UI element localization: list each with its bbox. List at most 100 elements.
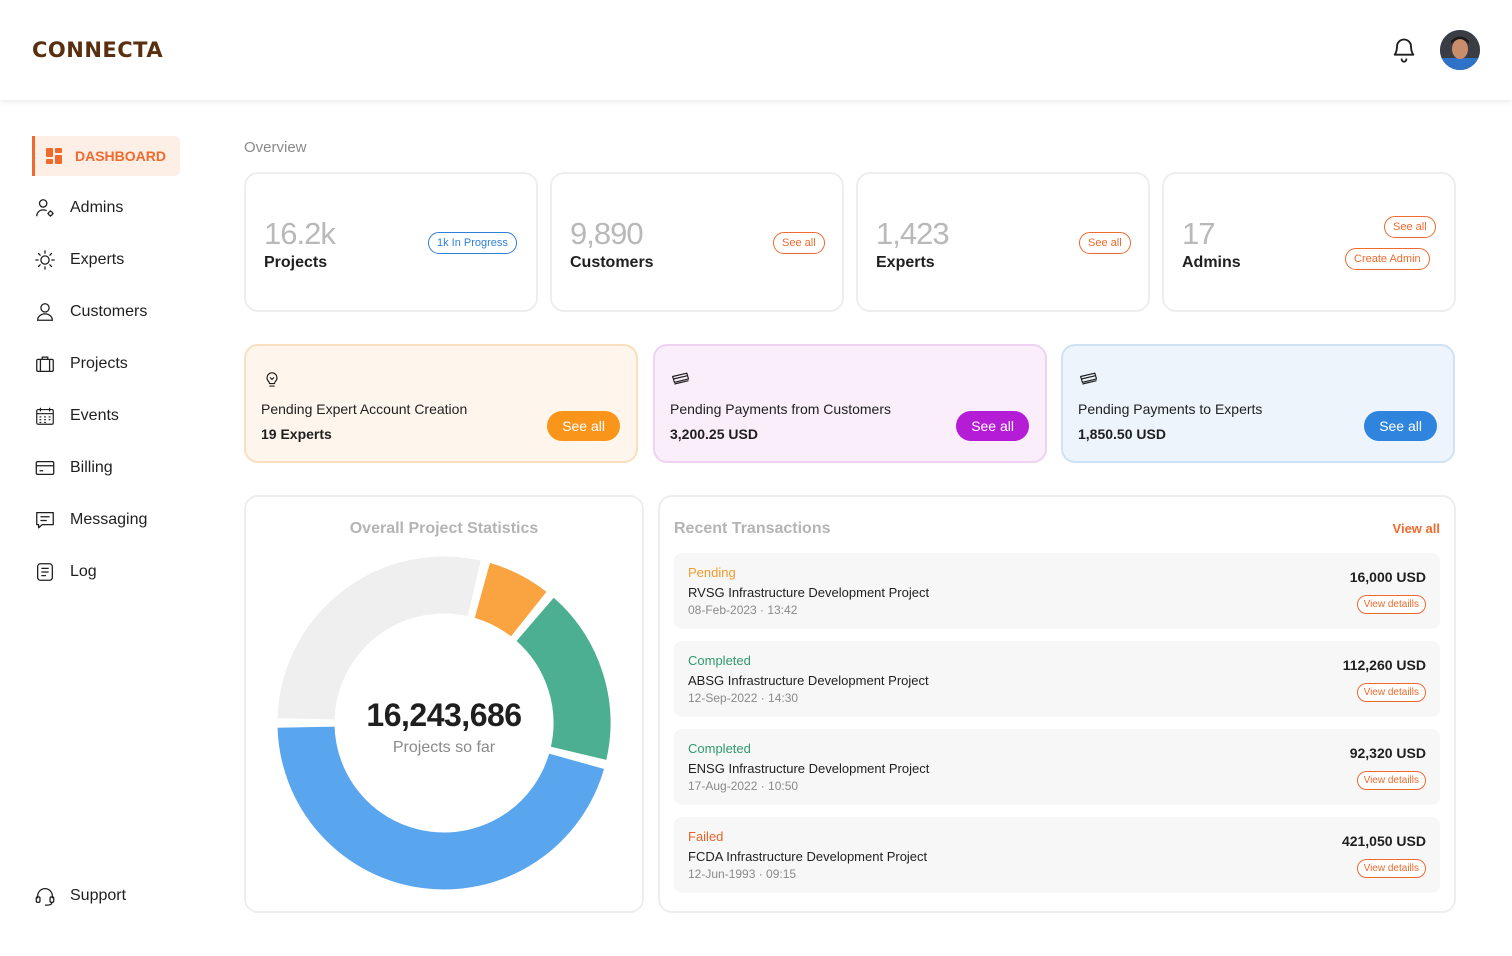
sidebar-item-label: Messaging [70,511,148,528]
transaction-row: Failed FCDA Infrastructure Development P… [674,817,1440,893]
app-logo[interactable]: CONNECTA [32,38,164,62]
log-icon [34,561,56,583]
see-all-pending-customer-payments-button[interactable]: See all [956,411,1029,441]
view-all-transactions-link[interactable]: View all [1392,521,1440,536]
stat-card-customers: 9,890 Customers See all [550,172,844,312]
stat-value: 9,890 [570,216,644,251]
see-all-pending-expert-payments-button[interactable]: See all [1364,411,1437,441]
experts-icon [34,249,56,271]
see-all-admins-button[interactable]: See all [1384,216,1436,238]
stat-label: Experts [876,254,935,271]
in-progress-button[interactable]: 1k In Progress [428,232,517,254]
transaction-date: 12-Sep-2022 · 14:30 [688,691,799,705]
transaction-date: 08-Feb-2023 · 13:42 [688,603,798,617]
admins-icon [34,197,56,219]
card-icon [1079,368,1099,390]
lightbulb-icon [262,368,282,390]
customers-icon [34,301,56,323]
user-avatar[interactable] [1440,30,1480,70]
see-all-experts-button[interactable]: See all [1079,232,1131,254]
sidebar-item-label: Admins [70,199,124,216]
transactions-title: Recent Transactions [674,520,831,537]
view-details-button[interactable]: View detaills [1356,771,1426,790]
sidebar-item-billing[interactable]: Billing [32,448,192,488]
top-header: CONNECTA [0,0,1512,100]
see-all-pending-experts-button[interactable]: See all [547,411,620,441]
stat-card-experts: 1,423 Experts See all [856,172,1150,312]
donut-segment-2 [471,559,551,640]
chart-title: Overall Project Statistics [349,520,539,537]
sidebar-item-log[interactable]: Log [32,552,192,592]
overview-label: Overview [244,139,307,156]
stat-value: 16.2k [264,216,336,251]
pending-title: Pending Expert Account Creation [261,401,468,417]
transaction-amount: 421,050 USD [1341,833,1426,849]
transaction-row: Pending RVSG Infrastructure Development … [674,553,1440,629]
card-icon [671,368,691,390]
sidebar-item-label: Billing [70,459,113,476]
sidebar-item-label: DASHBOARD [75,148,166,164]
see-all-customers-button[interactable]: See all [773,232,825,254]
sidebar-item-label: Projects [70,355,128,372]
transaction-name: RVSG Infrastructure Development Project [688,585,930,600]
pending-value: 1,850.50 USD [1078,426,1166,442]
sidebar-item-projects[interactable]: Projects [32,344,192,384]
stat-card-projects: 16.2k Projects 1k In Progress [244,172,538,312]
support-label: Support [70,887,127,904]
transaction-amount: 112,260 USD [1342,657,1426,673]
transaction-amount: 92,320 USD [1349,745,1426,761]
billing-icon [34,457,56,479]
recent-transactions-card: Recent Transactions View all Pending RVS… [658,495,1456,913]
create-admin-button[interactable]: Create Admin [1345,248,1430,270]
pending-title: Pending Payments to Experts [1078,401,1263,417]
sidebar-item-experts[interactable]: Experts [32,240,192,280]
transaction-status: Failed [688,829,724,844]
transaction-row: Completed ENSG Infrastructure Developmen… [674,729,1440,805]
transaction-date: 12-Jun-1993 · 09:15 [688,867,797,881]
notification-bell-icon[interactable] [1390,36,1418,64]
sidebar-item-events[interactable]: Events [32,396,192,436]
events-icon [34,405,56,427]
stat-label: Admins [1182,254,1241,271]
donut-segment-3 [512,594,614,764]
stat-label: Projects [264,254,328,271]
pending-title: Pending Payments from Customers [670,401,891,417]
project-statistics-card: Overall Project Statistics 16,243,686 Pr… [244,495,644,913]
donut-segment-4 [274,723,608,893]
transaction-row: Completed ABSG Infrastructure Developmen… [674,641,1440,717]
sidebar-item-label: Customers [70,303,148,320]
transaction-name: ABSG Infrastructure Development Project [688,673,929,688]
transaction-name: ENSG Infrastructure Development Project [688,761,930,776]
sidebar-item-support[interactable]: Support [32,876,126,916]
sidebar-item-label: Events [70,407,119,424]
stat-card-admins: 17 Admins See all Create Admin [1162,172,1456,312]
stat-label: Customers [570,254,654,271]
donut-segment-1 [274,553,485,723]
transaction-name: FCDA Infrastructure Development Project [688,849,928,864]
pending-expert-accounts-card: Pending Expert Account Creation 19 Exper… [244,344,638,463]
sidebar-item-admins[interactable]: Admins [32,188,192,228]
transaction-date: 17-Aug-2022 · 10:50 [688,779,799,793]
donut-chart [274,553,614,893]
messaging-icon [34,509,56,531]
headset-icon [34,885,56,907]
view-details-button[interactable]: View detaills [1356,859,1426,878]
stat-value: 1,423 [876,216,950,251]
transaction-status: Completed [688,653,751,668]
view-details-button[interactable]: View detaills [1356,595,1426,614]
sidebar-item-dashboard[interactable]: DASHBOARD [32,136,180,176]
projects-icon [34,353,56,375]
transaction-amount: 16,000 USD [1349,569,1426,585]
sidebar-item-label: Experts [70,251,125,268]
transaction-status: Completed [688,741,751,756]
sidebar-item-label: Log [70,563,97,580]
sidebar-item-messaging[interactable]: Messaging [32,500,192,540]
sidebar-item-customers[interactable]: Customers [32,292,192,332]
total-projects-caption: Projects so far [392,739,496,756]
pending-customer-payments-card: Pending Payments from Customers 3,200.25… [653,344,1047,463]
dashboard-icon [45,147,63,165]
transaction-status: Pending [688,565,736,580]
pending-value: 3,200.25 USD [670,426,758,442]
total-projects-value: 16,243,686 [366,697,522,733]
view-details-button[interactable]: View detaills [1356,683,1426,702]
